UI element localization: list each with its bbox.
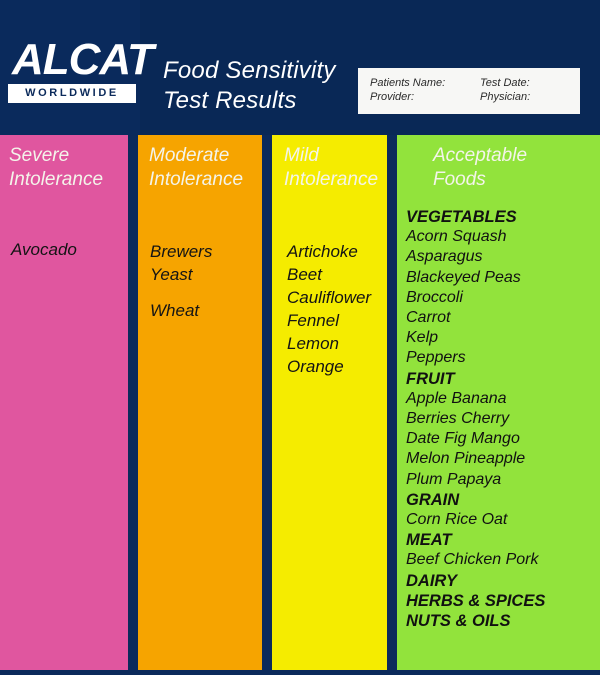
list-item: Beef Chicken Pork — [406, 551, 539, 569]
alcat-logo: ALCAT WORLDWIDE — [8, 35, 154, 103]
test-date-label: Test Date: — [480, 77, 530, 89]
logo-subtitle-bar: WORLDWIDE — [8, 84, 136, 103]
patients-name-label: Patients Name: — [370, 77, 446, 89]
list-item: Kelp — [406, 329, 439, 347]
logo-subtitle: WORLDWIDE — [25, 87, 119, 99]
list-item: Blackeyed Peas — [406, 268, 521, 286]
column-moderate-intolerance: Moderate Intolerance Brewers Yeast Wheat — [138, 135, 262, 670]
list-item: Artichoke — [287, 242, 358, 261]
acceptable-foods-list: VEGETABLES Acorn Squash Asparagus Blackeyed… — [406, 207, 600, 631]
report-header: ALCAT WORLDWIDE Food Sensitivity Test Re… — [0, 0, 600, 135]
results-columns: Severe Intolerance Avocado Moderate Into… — [0, 135, 600, 675]
list-item: Lemon — [287, 334, 339, 353]
column-mild-list: Artichoke Beet Cauliflower Fennel Lemon … — [287, 240, 371, 378]
column-mild-intolerance: Mild Intolerance Artichoke Beet Cauliflo… — [272, 135, 387, 670]
column-moderate-list: Brewers Yeast Wheat — [150, 240, 212, 322]
physician-label: Physician: — [480, 91, 531, 103]
column-severe-list: Avocado — [11, 238, 77, 261]
acceptable-group-heading: NUTS & OILS — [406, 612, 511, 631]
column-severe-intolerance: Severe Intolerance Avocado — [0, 135, 128, 670]
list-spacer — [150, 286, 212, 299]
list-item: Beet — [287, 265, 322, 284]
acceptable-group-heading: GRAIN — [406, 490, 460, 509]
column-acceptable-foods: Acceptable Foods VEGETABLES Acorn Squash A… — [397, 135, 600, 670]
list-item: Brewers Yeast — [150, 242, 213, 284]
acceptable-group-heading: MEAT — [406, 531, 452, 550]
patient-info-row-2: Provider: Physician: — [370, 90, 580, 104]
list-item: Asparagus — [406, 248, 483, 266]
list-item: Plum Papaya — [406, 470, 502, 488]
list-item: Broccoli — [406, 288, 463, 306]
list-item: Peppers — [406, 349, 466, 367]
list-item: Acorn Squash — [406, 228, 507, 246]
column-severe-heading: Severe Intolerance — [9, 145, 104, 190]
page-title: Food Sensitivity Test Results — [163, 57, 336, 114]
list-item: Orange — [287, 357, 344, 376]
column-acceptable-heading: Acceptable Foods — [433, 145, 528, 190]
list-item: Berries Cherry — [406, 410, 510, 428]
list-item: Date Fig Mango — [406, 430, 520, 448]
acceptable-group-heading: VEGETABLES — [406, 208, 517, 226]
list-item: Wheat — [150, 301, 200, 320]
list-item: Corn Rice Oat — [406, 511, 508, 529]
list-item: Cauliflower — [287, 288, 372, 307]
acceptable-group-heading: DAIRY — [406, 571, 458, 590]
column-moderate-heading: Moderate Intolerance — [149, 145, 244, 190]
list-item: Apple Banana — [406, 389, 507, 407]
list-item: Melon Pineapple — [406, 450, 526, 468]
logo-panel: ALCAT WORLDWIDE — [0, 0, 154, 135]
logo-wordmark: ALCAT — [12, 35, 154, 84]
provider-label: Provider: — [370, 91, 415, 103]
list-item: Fennel — [287, 311, 339, 330]
list-item: Avocado — [11, 240, 77, 259]
acceptable-group-heading: FRUIT — [406, 369, 455, 388]
patient-info-row-1: Patients Name: Test Date: — [370, 76, 580, 90]
column-mild-heading: Mild Intolerance — [284, 145, 379, 190]
acceptable-group-heading: HERBS & SPICES — [406, 591, 546, 610]
list-item: Carrot — [406, 309, 451, 327]
patient-info-box: Patients Name: Test Date: Provider: Phys… — [358, 68, 580, 114]
